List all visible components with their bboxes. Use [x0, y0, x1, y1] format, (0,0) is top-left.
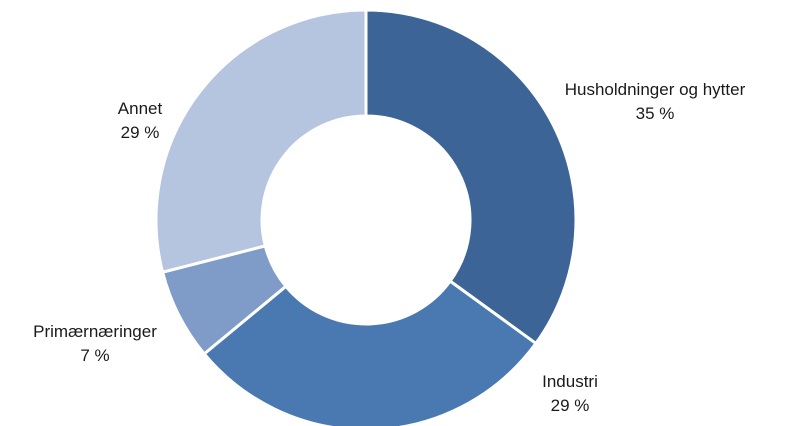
label-annet-value: 29 %	[120, 123, 160, 142]
label-primaernaeringer-value: 7 %	[80, 346, 110, 365]
label-annet: Annet 29 %	[95, 97, 185, 145]
label-husholdninger-value: 35 %	[635, 104, 675, 123]
label-primaernaeringer-name: Primærnæringer	[33, 322, 157, 341]
label-annet-name: Annet	[117, 99, 163, 118]
label-husholdninger-name: Husholdninger og hytter	[564, 80, 746, 99]
slice-husholdninger-og-hytter	[364, 8, 578, 346]
slice-annet	[154, 8, 368, 275]
slice-industri	[202, 279, 538, 426]
label-industri-name: Industri	[542, 372, 598, 391]
label-primaernaeringer: Primærnæringer 7 %	[5, 320, 185, 368]
label-husholdninger: Husholdninger og hytter 35 %	[545, 78, 765, 126]
label-industri: Industri 29 %	[520, 370, 620, 418]
label-industri-value: 29 %	[550, 396, 590, 415]
